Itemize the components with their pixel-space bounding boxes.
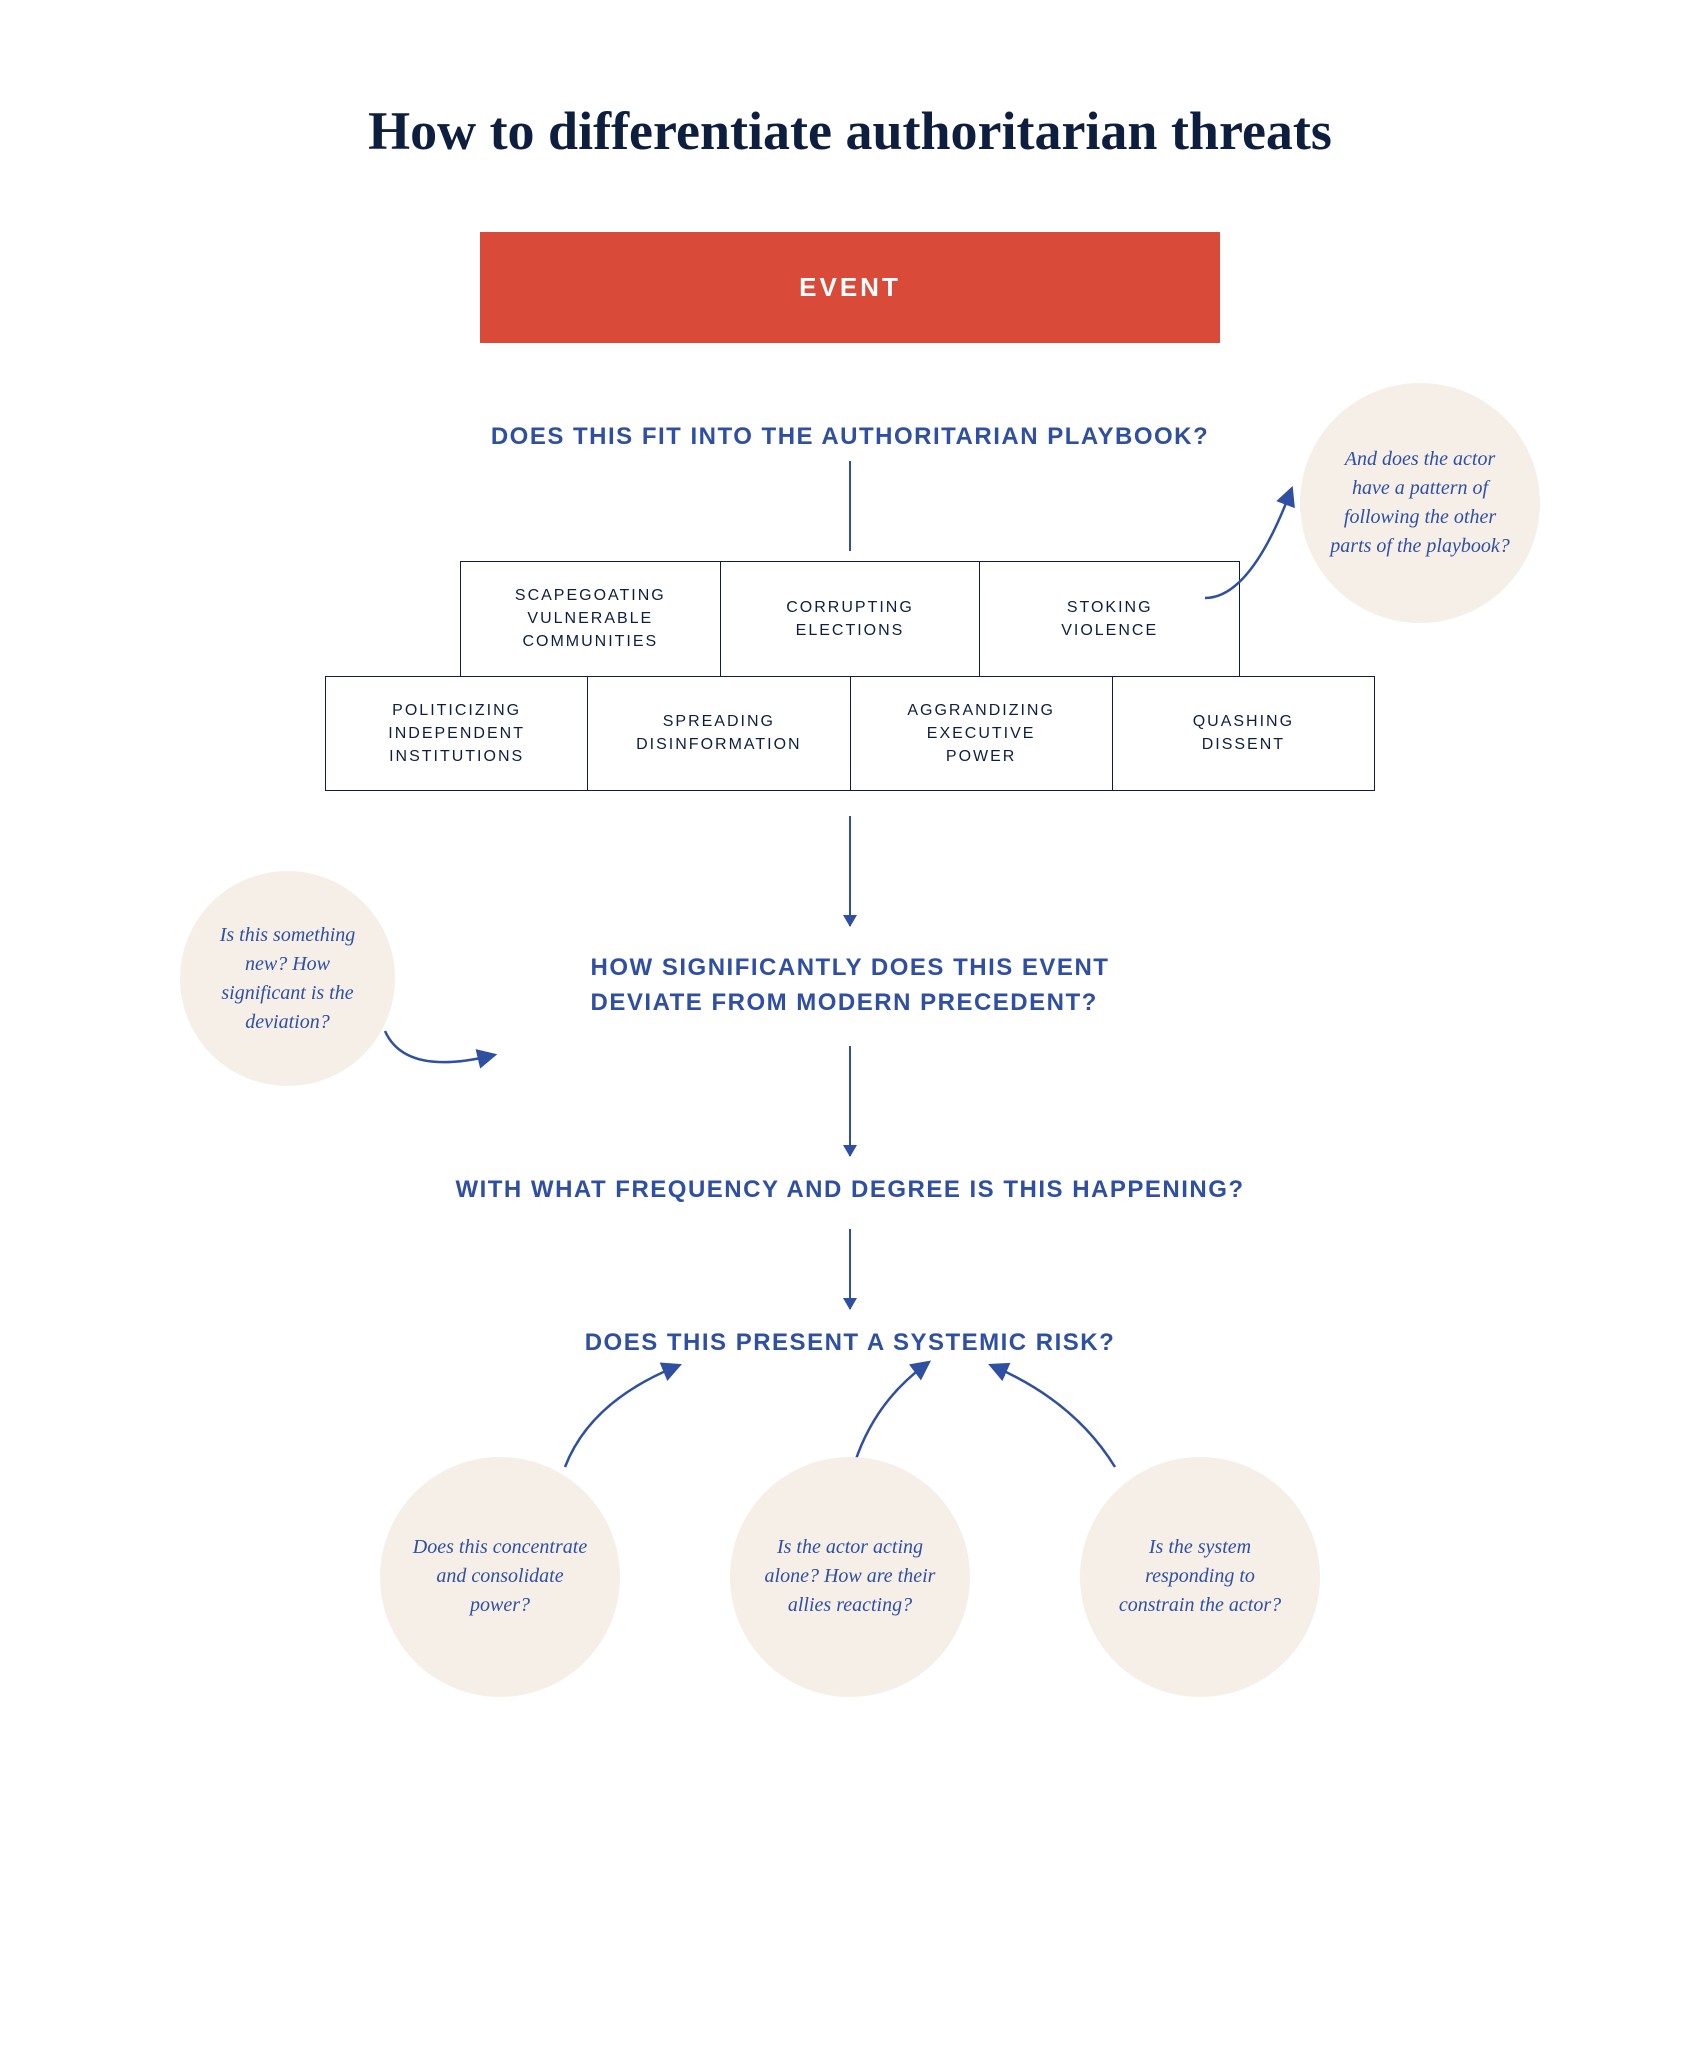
bubble-deviation: Is this something new? How significant i… bbox=[180, 871, 395, 1086]
bubble-system-responding: Is the system responding to constrain th… bbox=[1080, 1457, 1320, 1697]
question-frequency: WITH WHAT FREQUENCY AND DEGREE IS THIS H… bbox=[200, 1176, 1500, 1204]
q2-line2: DEVIATE FROM MODERN PRECEDENT? bbox=[591, 989, 1098, 1016]
connector-line bbox=[849, 461, 851, 551]
bubble-text: And does the actor have a pattern of fol… bbox=[1325, 445, 1515, 561]
question-systemic: DOES THIS PRESENT A SYSTEMIC RISK? bbox=[200, 1329, 1500, 1357]
playbook-cell: SPREADINGDISINFORMATION bbox=[587, 676, 850, 792]
playbook-cell: AGGRANDIZINGEXECUTIVEPOWER bbox=[850, 676, 1113, 792]
bubble-text: Does this concentrate and consolidate po… bbox=[405, 1533, 595, 1620]
playbook-cell: CORRUPTINGELECTIONS bbox=[720, 561, 981, 677]
q2-line1: HOW SIGNIFICANTLY DOES THIS EVENT bbox=[591, 954, 1110, 981]
bubble-text: Is the system responding to constrain th… bbox=[1105, 1533, 1295, 1620]
playbook-cell: STOKINGVIOLENCE bbox=[979, 561, 1240, 677]
diagram-container: How to differentiate authoritarian threa… bbox=[0, 0, 1700, 2060]
event-box: EVENT bbox=[480, 232, 1220, 343]
arrow-down-icon bbox=[849, 1046, 851, 1156]
arrow-down-icon bbox=[849, 1229, 851, 1309]
arrow-curve-icon bbox=[975, 1357, 1135, 1487]
playbook-pyramid: SCAPEGOATINGVULNERABLECOMMUNITIES CORRUP… bbox=[325, 561, 1375, 791]
bubble-playbook-pattern: And does the actor have a pattern of fol… bbox=[1300, 383, 1540, 623]
bubble-text: Is this something new? How significant i… bbox=[205, 921, 370, 1037]
bubble-text: Is the actor acting alone? How are their… bbox=[755, 1533, 945, 1620]
playbook-cell: QUASHINGDISSENT bbox=[1112, 676, 1375, 792]
pyramid-row-2: POLITICIZINGINDEPENDENTINSTITUTIONS SPRE… bbox=[325, 676, 1375, 792]
playbook-cell: POLITICIZINGINDEPENDENTINSTITUTIONS bbox=[325, 676, 588, 792]
systemic-bubbles-row: Does this concentrate and consolidate po… bbox=[325, 1357, 1375, 1697]
question-playbook: DOES THIS FIT INTO THE AUTHORITARIAN PLA… bbox=[200, 423, 1500, 451]
arrow-curve-icon bbox=[375, 1021, 515, 1101]
arrow-down-icon bbox=[849, 816, 851, 926]
playbook-cell: SCAPEGOATINGVULNERABLECOMMUNITIES bbox=[460, 561, 721, 677]
question-deviation: HOW SIGNIFICANTLY DOES THIS EVENT DEVIAT… bbox=[591, 951, 1110, 1021]
arrow-curve-icon bbox=[545, 1357, 705, 1487]
bubble-acting-alone: Is the actor acting alone? How are their… bbox=[730, 1457, 970, 1697]
pyramid-row-1: SCAPEGOATINGVULNERABLECOMMUNITIES CORRUP… bbox=[460, 561, 1240, 677]
page-title: How to differentiate authoritarian threa… bbox=[200, 100, 1500, 162]
bubble-concentrate-power: Does this concentrate and consolidate po… bbox=[380, 1457, 620, 1697]
